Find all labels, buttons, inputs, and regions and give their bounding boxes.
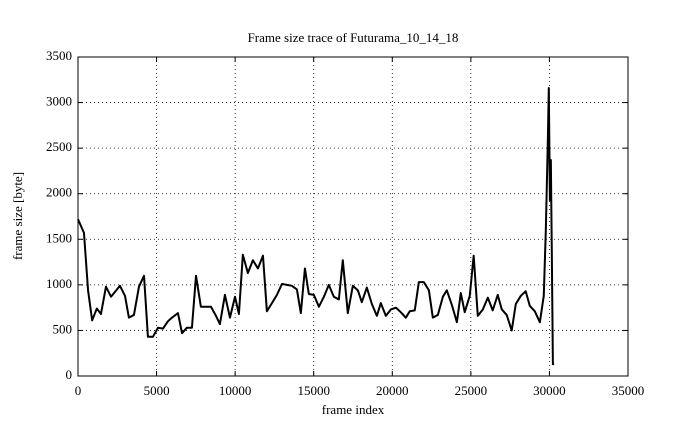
plot-frame [77, 56, 629, 377]
y-tick-label: 500 [53, 321, 73, 336]
y-tick-label: 2500 [46, 139, 72, 154]
x-tick-label: 25000 [455, 383, 488, 398]
y-tick-label: 1000 [46, 276, 72, 291]
x-tick-label: 10000 [219, 383, 252, 398]
y-tick-label: 1500 [46, 230, 72, 245]
y-tick-label: 2000 [46, 185, 72, 200]
y-axis-label: frame size [byte] [10, 172, 25, 260]
x-tick-label: 15000 [297, 383, 330, 398]
x-tick-label: 0 [75, 383, 82, 398]
x-axis-label: frame index [322, 402, 385, 417]
y-tick-label: 3000 [46, 94, 72, 109]
x-tick-label: 35000 [612, 383, 645, 398]
x-tick-label: 20000 [376, 383, 409, 398]
chart-title: Frame size trace of Futurama_10_14_18 [248, 30, 459, 45]
y-tick-label: 0 [66, 367, 73, 382]
data-line [77, 86, 555, 366]
x-tick-label: 5000 [144, 383, 170, 398]
y-tick-label: 3500 [46, 48, 72, 63]
x-tick-label: 30000 [533, 383, 566, 398]
